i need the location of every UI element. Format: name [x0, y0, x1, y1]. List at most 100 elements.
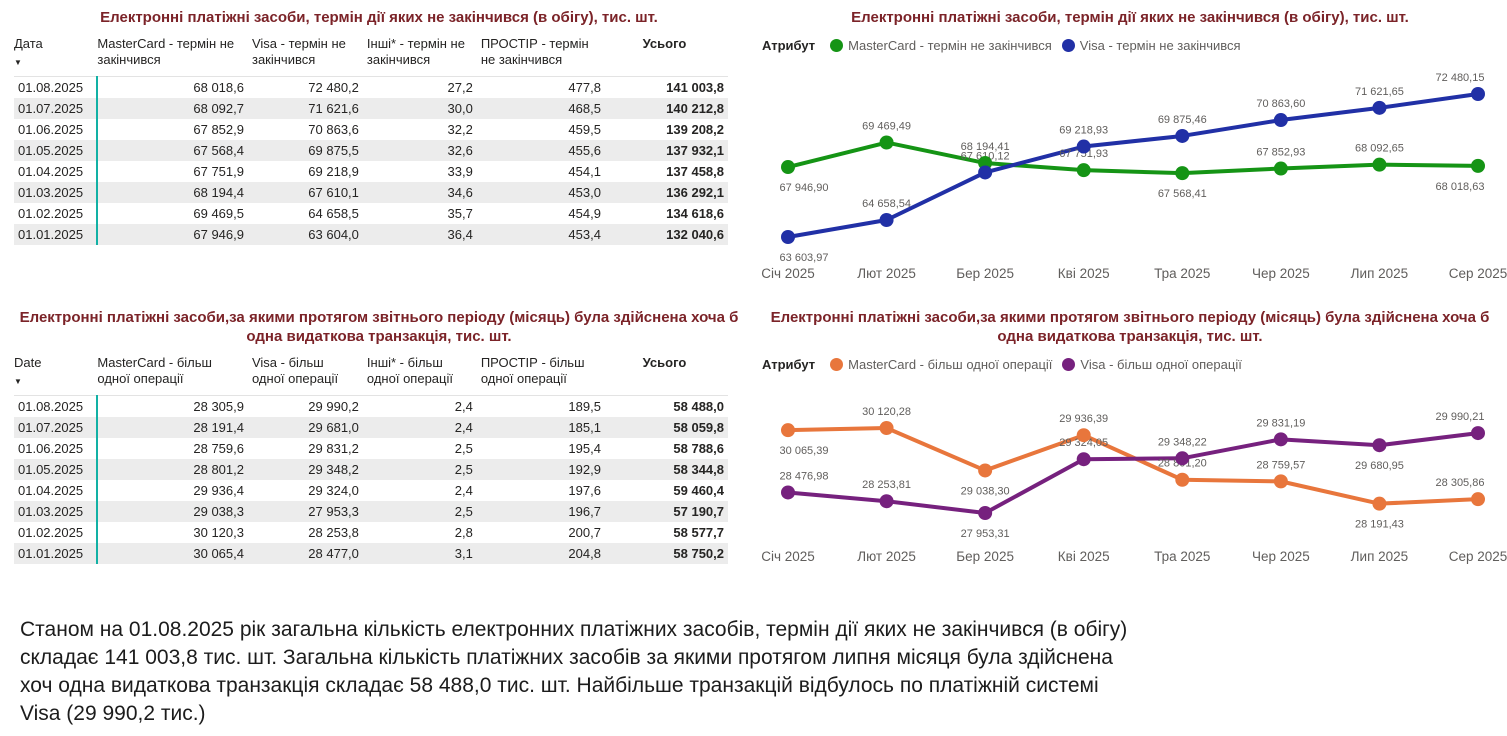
data-point[interactable] — [1372, 100, 1387, 115]
data-point-label: 72 480,15 — [1436, 72, 1485, 84]
value-cell: 455,6 — [568, 143, 601, 158]
total-cell: 139 208,2 — [666, 122, 724, 137]
legend-item[interactable]: Visa - термін не закінчився — [1061, 38, 1241, 53]
legend-item-label: Visa - більш одної операції — [1080, 357, 1242, 372]
value-cell: 454,1 — [568, 164, 601, 179]
data-point[interactable] — [879, 421, 894, 435]
data-point[interactable] — [781, 485, 795, 500]
x-axis-label: Кві 2025 — [1058, 549, 1110, 564]
data-point[interactable] — [1076, 452, 1091, 467]
value-cell: 67 852,9 — [96, 119, 252, 140]
data-point[interactable] — [879, 135, 894, 150]
column-header-4[interactable]: ПРОСТІР - термін не закінчився — [480, 34, 609, 77]
data-point-label: 28 253,81 — [862, 479, 911, 491]
data-point[interactable] — [1372, 157, 1387, 172]
data-point[interactable] — [781, 230, 795, 244]
column-header-0[interactable]: Дата ▼ — [14, 34, 98, 77]
data-point[interactable] — [978, 165, 993, 180]
date-cell: 01.07.2025 — [18, 420, 84, 435]
data-point-label: 68 018,63 — [1436, 181, 1485, 193]
data-point[interactable] — [1471, 87, 1485, 101]
data-point[interactable] — [1175, 128, 1190, 143]
value-cell: 67 610,1 — [308, 185, 359, 200]
value-cell: 28 759,6 — [96, 438, 252, 459]
value-cell: 196,7 — [568, 504, 601, 519]
legend-item[interactable]: Visa - більш одної операції — [1062, 357, 1242, 372]
data-point[interactable] — [978, 463, 993, 478]
legend-dot-icon — [830, 39, 844, 52]
column-header-0[interactable]: Date ▼ — [14, 353, 98, 396]
circulation-chart-panel: Електронні платіжні засоби, термін дії я… — [756, 8, 1507, 295]
column-header-5[interactable]: Усього — [608, 34, 728, 77]
circulation-table: Дата ▼ MasterCard - термін не закінчився Vi… — [14, 34, 728, 245]
data-point[interactable] — [781, 160, 795, 175]
data-point-label: 71 621,65 — [1355, 86, 1404, 98]
data-point[interactable] — [879, 494, 894, 509]
data-point[interactable] — [978, 506, 993, 520]
total-cell: 141 003,8 — [666, 80, 724, 95]
data-point-label: 68 194,41 — [961, 141, 1010, 153]
data-point[interactable] — [1372, 496, 1387, 511]
column-header-2[interactable]: Visa - більш одної операції — [251, 353, 367, 396]
value-cell: 28 191,4 — [96, 417, 252, 438]
value-cell: 2,8 — [454, 525, 473, 540]
value-cell: 30 065,4 — [96, 543, 252, 564]
legend-dot-icon — [830, 358, 844, 371]
x-axis-label: Сер 2025 — [1449, 266, 1507, 281]
total-cell: 137 458,8 — [666, 164, 724, 179]
data-point-label: 28 476,98 — [780, 470, 829, 482]
total-cell: 140 212,8 — [666, 101, 724, 116]
total-cell: 134 618,6 — [666, 206, 724, 221]
value-cell: 34,6 — [447, 185, 473, 200]
data-point[interactable] — [1175, 166, 1190, 181]
legend-attribute-label: Атрибут — [762, 38, 816, 53]
value-cell: 69 875,5 — [308, 143, 359, 158]
column-header-1[interactable]: MasterCard - термін не закінчився — [97, 34, 252, 77]
value-cell: 189,5 — [568, 399, 601, 414]
data-point[interactable] — [1471, 426, 1485, 441]
value-cell: 192,9 — [568, 462, 601, 477]
column-header-2[interactable]: Visa - термін не закінчився — [251, 34, 367, 77]
column-header-4[interactable]: ПРОСТІР - більш одної операції — [480, 353, 609, 396]
column-header-3[interactable]: Інші* - термін не закінчився — [366, 34, 481, 77]
sort-descending-icon[interactable]: ▼ — [14, 58, 22, 67]
data-point[interactable] — [1076, 428, 1091, 443]
value-cell: 200,7 — [568, 525, 601, 540]
column-header-3[interactable]: Інші* - більш одної операції — [366, 353, 481, 396]
data-point[interactable] — [1471, 158, 1485, 173]
data-point[interactable] — [1076, 139, 1091, 154]
value-cell: 2,5 — [454, 504, 473, 519]
data-point[interactable] — [1273, 432, 1288, 447]
x-axis-label: Сер 2025 — [1449, 549, 1507, 564]
data-point-label: 27 953,31 — [961, 528, 1010, 540]
data-point[interactable] — [781, 423, 795, 438]
data-point-label: 67 852,93 — [1256, 147, 1305, 159]
data-point[interactable] — [1273, 161, 1288, 176]
data-point[interactable] — [1076, 163, 1091, 178]
legend-dot-icon — [1061, 39, 1075, 52]
sort-descending-icon[interactable]: ▼ — [14, 377, 22, 386]
value-cell: 2,5 — [454, 441, 473, 456]
column-header-1[interactable]: MasterCard - більш одної операції — [97, 353, 252, 396]
date-cell: 01.03.2025 — [18, 504, 84, 519]
data-point-label: 28 191,43 — [1355, 519, 1404, 531]
data-point[interactable] — [1273, 474, 1288, 489]
data-point[interactable] — [1471, 492, 1485, 507]
value-cell: 69 469,5 — [96, 203, 252, 224]
date-cell: 01.08.2025 — [18, 80, 84, 95]
data-point[interactable] — [1175, 451, 1190, 466]
data-point[interactable] — [1372, 438, 1387, 453]
data-point-label: 67 568,41 — [1158, 188, 1207, 200]
column-header-5[interactable]: Усього — [608, 353, 728, 396]
legend-item[interactable]: MasterCard - більш одної операції — [830, 357, 1052, 372]
table-row: 01.07.2025 68 092,7 71 621,6 30,0 468,5 140 2… — [14, 98, 728, 119]
total-cell: 58 577,7 — [673, 525, 724, 540]
value-cell: 2,5 — [454, 462, 473, 477]
value-cell: 32,6 — [447, 143, 473, 158]
data-point[interactable] — [1175, 472, 1190, 487]
data-point[interactable] — [879, 213, 894, 228]
value-cell: 29 038,3 — [96, 501, 252, 522]
data-point[interactable] — [1273, 113, 1288, 128]
legend-item[interactable]: MasterCard - термін не закінчився — [830, 38, 1052, 53]
